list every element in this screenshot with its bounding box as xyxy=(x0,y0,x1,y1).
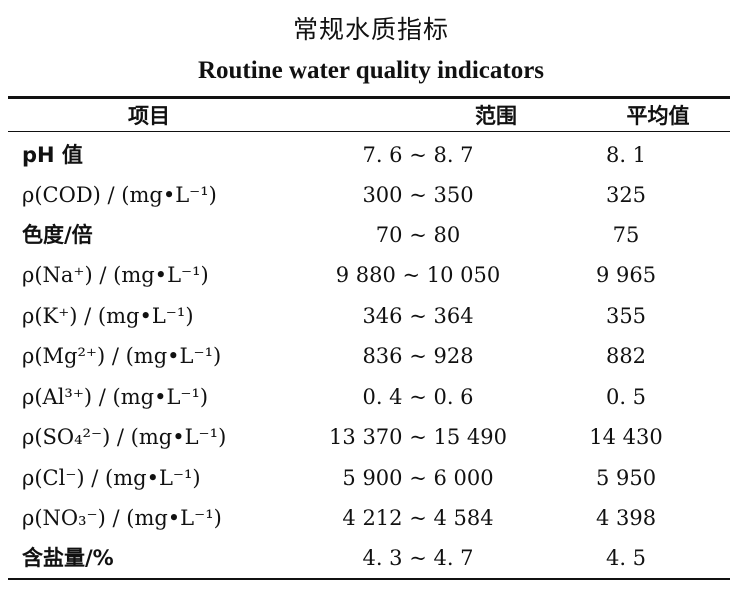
table-row: ρ(SO₄²⁻) / (mg•L⁻¹) 13 370 ~ 15 490 14 4… xyxy=(0,422,742,462)
table-title-english: Routine water quality indicators xyxy=(197,57,545,84)
row-label: ρ(Na⁺) / (mg•L⁻¹) xyxy=(22,263,209,287)
row-range: 836 ~ 928 xyxy=(362,344,474,368)
row-range: 7. 6 ~ 8. 7 xyxy=(362,143,474,167)
row-label: ρ(COD) / (mg•L⁻¹) xyxy=(22,183,217,207)
row-average: 882 xyxy=(605,344,647,368)
top-rule xyxy=(8,96,730,99)
row-range: 4. 3 ~ 4. 7 xyxy=(362,546,474,570)
header-item: 项目 xyxy=(128,104,170,128)
row-range: 5 900 ~ 6 000 xyxy=(342,466,494,490)
row-average: 4. 5 xyxy=(605,546,647,570)
row-average: 75 xyxy=(612,223,640,247)
row-average: 9 965 xyxy=(595,263,657,287)
table-row: pH 值 7. 6 ~ 8. 7 8. 1 xyxy=(0,140,742,180)
row-average: 0. 5 xyxy=(605,385,647,409)
table-title-chinese: 常规水质指标 xyxy=(292,15,449,44)
table-row: ρ(Na⁺) / (mg•L⁻¹) 9 880 ~ 10 050 9 965 xyxy=(0,260,742,300)
row-range: 13 370 ~ 15 490 xyxy=(329,425,507,449)
row-label: 含盐量/% xyxy=(22,546,114,570)
row-label: ρ(NO₃⁻) / (mg•L⁻¹) xyxy=(22,506,222,530)
row-average: 325 xyxy=(605,183,647,207)
header-rule xyxy=(8,131,730,132)
row-average: 355 xyxy=(605,304,647,328)
row-average: 4 398 xyxy=(595,506,657,530)
table-row: ρ(K⁺) / (mg•L⁻¹) 346 ~ 364 355 xyxy=(0,301,742,341)
table-row: ρ(Cl⁻) / (mg•L⁻¹) 5 900 ~ 6 000 5 950 xyxy=(0,463,742,503)
table-row: 色度/倍 70 ~ 80 75 xyxy=(0,220,742,260)
row-label: ρ(SO₄²⁻) / (mg•L⁻¹) xyxy=(22,425,227,449)
header-average: 平均值 xyxy=(626,104,690,128)
table-row: 含盐量/% 4. 3 ~ 4. 7 4. 5 xyxy=(0,543,742,583)
row-range: 300 ~ 350 xyxy=(362,183,474,207)
header-range: 范围 xyxy=(475,104,517,128)
row-label: pH 值 xyxy=(22,143,83,167)
row-label: ρ(Mg²⁺) / (mg•L⁻¹) xyxy=(22,344,222,368)
row-average: 8. 1 xyxy=(605,143,647,167)
row-label: 色度/倍 xyxy=(22,223,93,247)
table-row: ρ(COD) / (mg•L⁻¹) 300 ~ 350 325 xyxy=(0,180,742,220)
row-average: 5 950 xyxy=(595,466,657,490)
table-row: ρ(Mg²⁺) / (mg•L⁻¹) 836 ~ 928 882 xyxy=(0,341,742,381)
row-label: ρ(Al³⁺) / (mg•L⁻¹) xyxy=(22,385,209,409)
row-average: 14 430 xyxy=(589,425,663,449)
bottom-rule xyxy=(8,578,730,580)
row-label: ρ(K⁺) / (mg•L⁻¹) xyxy=(22,304,194,328)
row-range: 70 ~ 80 xyxy=(375,223,461,247)
table-row: ρ(Al³⁺) / (mg•L⁻¹) 0. 4 ~ 0. 6 0. 5 xyxy=(0,382,742,422)
row-range: 4 212 ~ 4 584 xyxy=(342,506,494,530)
row-range: 0. 4 ~ 0. 6 xyxy=(362,385,474,409)
row-range: 346 ~ 364 xyxy=(362,304,474,328)
row-range: 9 880 ~ 10 050 xyxy=(335,263,501,287)
row-label: ρ(Cl⁻) / (mg•L⁻¹) xyxy=(22,466,201,490)
table-row: ρ(NO₃⁻) / (mg•L⁻¹) 4 212 ~ 4 584 4 398 xyxy=(0,503,742,543)
